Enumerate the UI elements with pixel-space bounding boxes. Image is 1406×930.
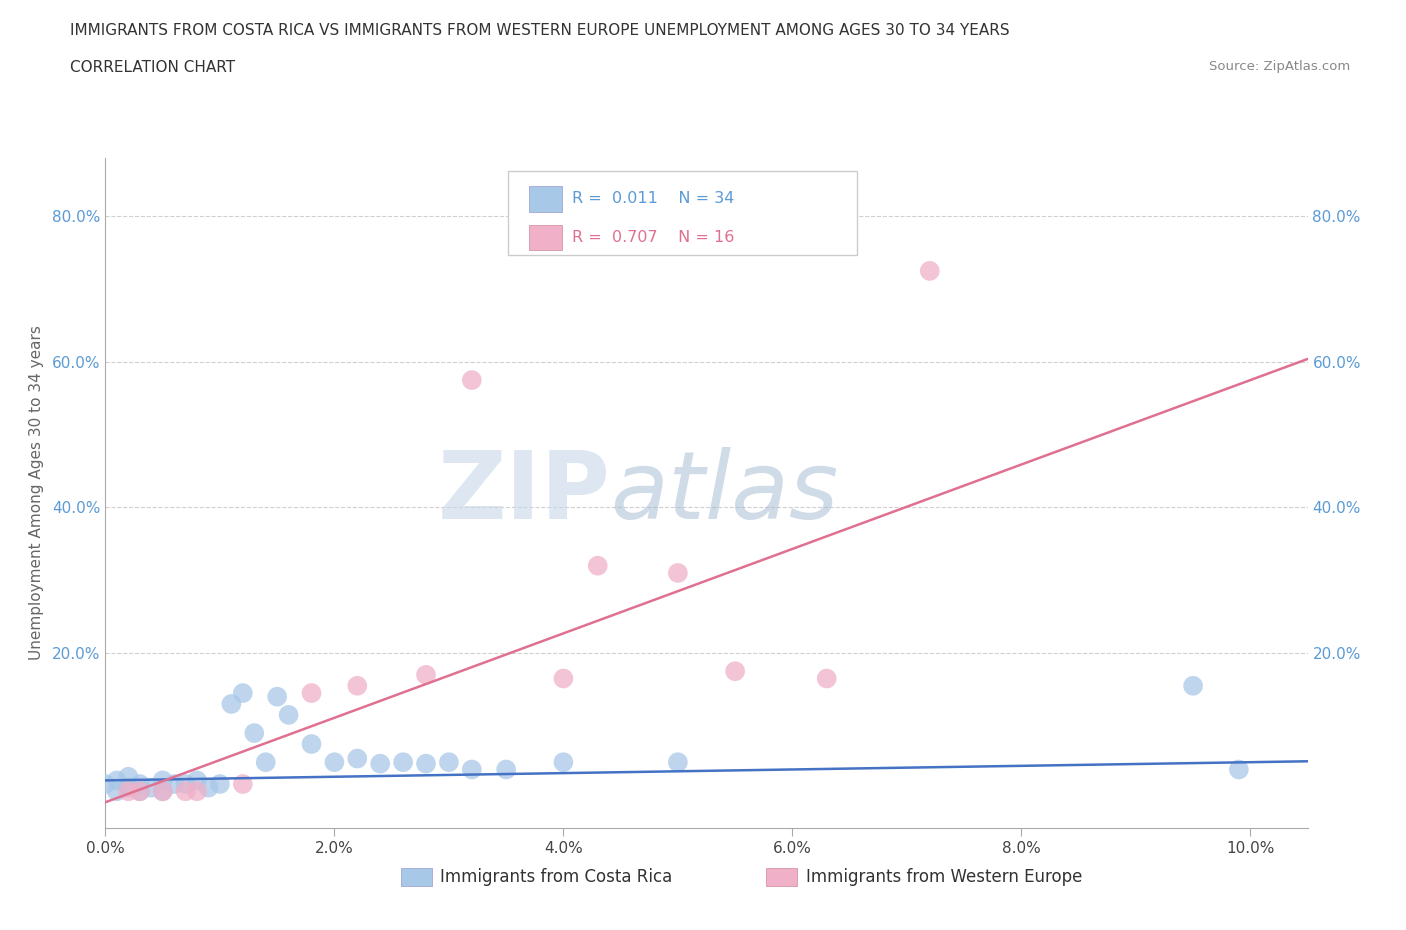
FancyBboxPatch shape xyxy=(529,186,562,211)
Point xyxy=(105,773,128,788)
Point xyxy=(918,263,941,278)
Point xyxy=(128,784,150,799)
Point xyxy=(117,784,139,799)
Point xyxy=(105,784,128,799)
Point xyxy=(323,755,346,770)
Point xyxy=(197,780,219,795)
Point xyxy=(1227,762,1250,777)
Point xyxy=(461,762,484,777)
Text: Immigrants from Western Europe: Immigrants from Western Europe xyxy=(806,868,1083,886)
Point xyxy=(232,685,254,700)
Point xyxy=(254,755,277,770)
Point xyxy=(266,689,288,704)
Y-axis label: Unemployment Among Ages 30 to 34 years: Unemployment Among Ages 30 to 34 years xyxy=(28,326,44,660)
Point xyxy=(186,773,208,788)
Point xyxy=(243,725,266,740)
Point xyxy=(392,755,415,770)
Point xyxy=(346,678,368,693)
Point xyxy=(152,784,174,799)
Point xyxy=(461,373,484,388)
Point xyxy=(346,751,368,766)
Point xyxy=(415,756,437,771)
Point xyxy=(301,737,323,751)
Point xyxy=(553,755,575,770)
Text: atlas: atlas xyxy=(610,447,838,538)
Point xyxy=(152,784,174,799)
Point xyxy=(415,668,437,683)
Point xyxy=(815,671,838,686)
Text: IMMIGRANTS FROM COSTA RICA VS IMMIGRANTS FROM WESTERN EUROPE UNEMPLOYMENT AMONG : IMMIGRANTS FROM COSTA RICA VS IMMIGRANTS… xyxy=(70,23,1010,38)
Point xyxy=(666,565,689,580)
FancyBboxPatch shape xyxy=(508,171,856,255)
Point xyxy=(128,777,150,791)
Point xyxy=(94,777,117,791)
Text: R =  0.707    N = 16: R = 0.707 N = 16 xyxy=(572,230,734,245)
Point xyxy=(221,697,243,711)
Text: ZIP: ZIP xyxy=(437,447,610,538)
Point xyxy=(152,773,174,788)
Point xyxy=(301,685,323,700)
Point xyxy=(128,784,150,799)
Point xyxy=(208,777,231,791)
Point xyxy=(586,558,609,573)
Text: Immigrants from Costa Rica: Immigrants from Costa Rica xyxy=(440,868,672,886)
Point xyxy=(163,777,186,791)
Text: Source: ZipAtlas.com: Source: ZipAtlas.com xyxy=(1209,60,1350,73)
Text: R =  0.011    N = 34: R = 0.011 N = 34 xyxy=(572,192,734,206)
Point xyxy=(186,784,208,799)
Point xyxy=(141,780,163,795)
Point xyxy=(437,755,460,770)
Point xyxy=(724,664,747,679)
Point xyxy=(174,784,197,799)
Point xyxy=(495,762,517,777)
Point xyxy=(277,708,299,723)
Point xyxy=(174,777,197,791)
Point xyxy=(666,755,689,770)
Point xyxy=(1182,678,1205,693)
Point xyxy=(117,769,139,784)
Point xyxy=(368,756,391,771)
Point xyxy=(553,671,575,686)
Point xyxy=(232,777,254,791)
Point xyxy=(117,780,139,795)
FancyBboxPatch shape xyxy=(529,224,562,250)
Text: CORRELATION CHART: CORRELATION CHART xyxy=(70,60,235,75)
